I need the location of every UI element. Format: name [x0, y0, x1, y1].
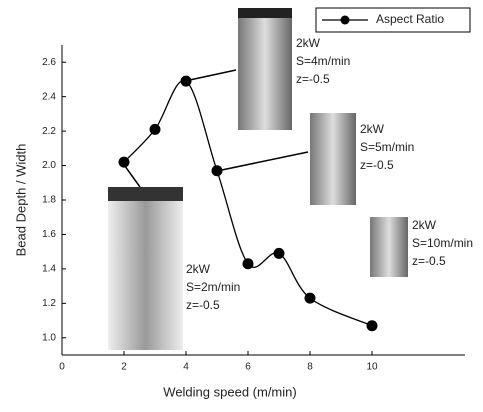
annotation: 2kW: [412, 218, 437, 232]
y-tick-label: 1.0: [42, 332, 56, 343]
point: [180, 75, 192, 87]
point: [149, 123, 161, 135]
annotation: 2kW: [360, 122, 385, 136]
point: [304, 292, 316, 304]
annotation: S=10m/min: [412, 236, 473, 250]
y-tick-label: 2.4: [42, 91, 56, 102]
annotation: 2kW: [296, 36, 321, 50]
y-tick-label: 1.8: [42, 195, 56, 206]
point: [366, 320, 378, 332]
y-tick-label: 2.0: [42, 160, 56, 171]
x-tick-label: 8: [307, 362, 313, 373]
annotation: S=5m/min: [360, 140, 414, 154]
point: [273, 247, 285, 259]
y-tick-label: 2.2: [42, 126, 56, 137]
annotation: z=-0.5: [412, 254, 446, 268]
annotation: z=-0.5: [296, 72, 330, 86]
annotation: z=-0.5: [186, 298, 220, 312]
x-tick-label: 0: [59, 362, 65, 373]
inset-image: [108, 8, 408, 350]
y-tick-label: 1.2: [42, 298, 56, 309]
point: [242, 258, 254, 270]
legend-label: Aspect Ratio: [376, 12, 444, 26]
y-tick-label: 1.6: [42, 229, 56, 240]
y-tick-label: 2.6: [42, 57, 56, 68]
x-tick-label: 4: [183, 362, 189, 373]
y-axis-title: Bead Depth / Width: [13, 144, 28, 257]
x-tick-label: 10: [366, 362, 378, 373]
annotation: S=2m/min: [186, 280, 240, 294]
annotation: z=-0.5: [360, 158, 394, 172]
x-tick-label: 2: [121, 362, 127, 373]
point: [118, 156, 130, 168]
x-axis-title: Welding speed (m/min): [163, 384, 296, 399]
annotation: 2kW: [186, 262, 211, 276]
legend-marker: [340, 15, 350, 25]
annotation: S=4m/min: [296, 54, 350, 68]
point: [211, 165, 223, 177]
y-tick-label: 1.4: [42, 264, 56, 275]
x-tick-label: 6: [245, 362, 251, 373]
